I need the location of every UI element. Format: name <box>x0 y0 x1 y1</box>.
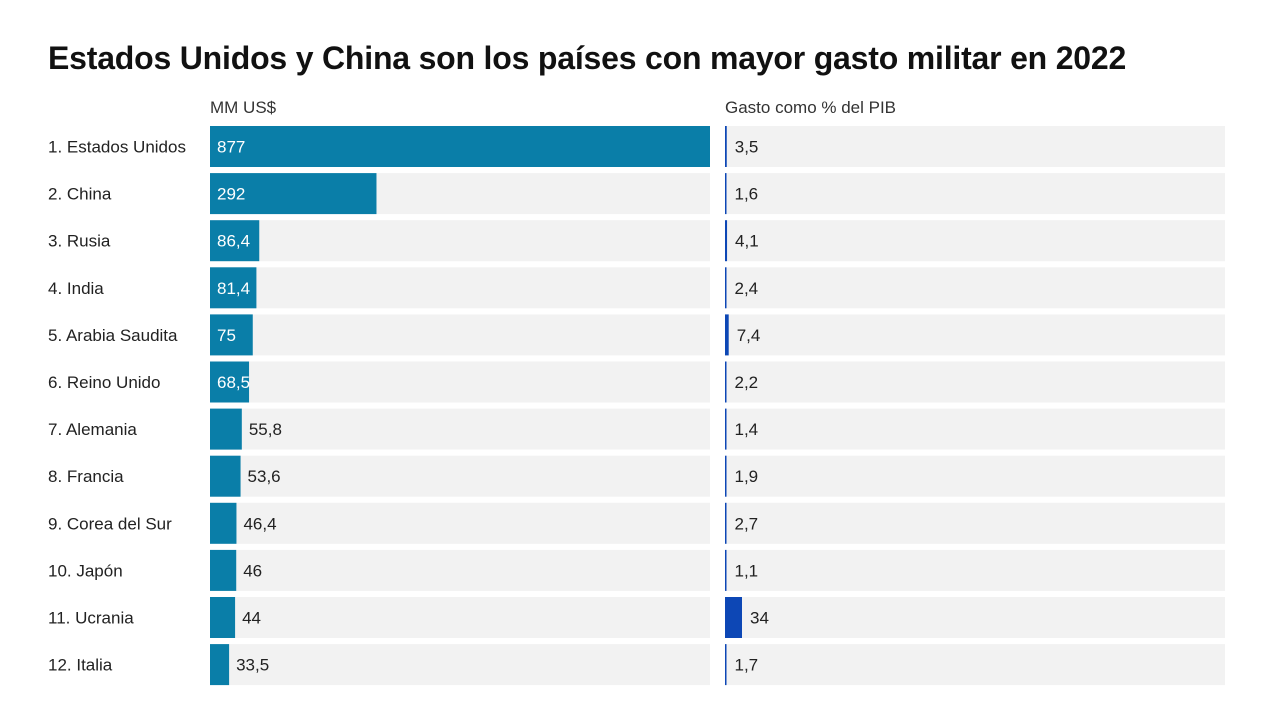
category-label: 10. Japón <box>48 561 123 580</box>
gdp-track <box>725 455 1225 497</box>
spend-track <box>210 502 710 544</box>
spend-track <box>210 549 710 591</box>
spend-value-label: 53,6 <box>248 467 281 486</box>
spend-track <box>210 267 710 309</box>
gdp-value-label: 1,7 <box>735 656 759 675</box>
gdp-track <box>725 361 1225 403</box>
gdp-value-label: 2,2 <box>735 373 759 392</box>
category-label: 8. Francia <box>48 467 124 486</box>
spend-bar <box>210 173 377 215</box>
spend-track <box>210 597 710 638</box>
gdp-value-label: 34 <box>750 609 769 628</box>
spend-track <box>210 220 710 262</box>
spend-bar <box>210 408 242 450</box>
gdp-track <box>725 549 1225 591</box>
gdp-track <box>725 408 1225 450</box>
gdp-bar <box>725 220 728 262</box>
gdp-track <box>725 597 1225 638</box>
spend-value-label: 86,4 <box>217 232 250 251</box>
spend-value-label: 46 <box>243 561 262 580</box>
gdp-track <box>725 173 1225 215</box>
gdp-bar <box>725 173 727 215</box>
category-label: 2. China <box>48 185 112 204</box>
spend-column-header: MM US$ <box>210 98 277 117</box>
spend-value-label: 81,4 <box>217 279 250 298</box>
gdp-track <box>725 126 1225 167</box>
gdp-value-label: 2,7 <box>735 514 759 533</box>
spend-track <box>210 314 710 356</box>
spend-bar <box>210 267 257 309</box>
gdp-value-label: 7,4 <box>737 326 761 345</box>
gdp-bar <box>725 549 727 591</box>
gdp-track <box>725 220 1225 262</box>
gdp-value-label: 1,1 <box>735 561 759 580</box>
spend-bar <box>210 220 260 262</box>
gdp-bar <box>725 502 727 544</box>
spend-value-label: 44 <box>242 609 261 628</box>
spend-bar <box>210 314 253 356</box>
spend-value-label: 46,4 <box>243 514 276 533</box>
gdp-value-label: 1,9 <box>735 467 759 486</box>
spend-bar <box>210 597 236 638</box>
gdp-value-label: 2,4 <box>735 279 759 298</box>
spend-track <box>210 455 710 497</box>
gdp-track <box>725 267 1225 309</box>
spend-track <box>210 644 710 686</box>
category-label: 12. Italia <box>48 656 113 675</box>
category-label: 6. Reino Unido <box>48 373 160 392</box>
gdp-bar <box>725 267 727 309</box>
gdp-column-header: Gasto como % del PIB <box>725 98 897 117</box>
spend-track <box>210 408 710 450</box>
gdp-bar <box>725 314 729 356</box>
gdp-bar <box>725 126 727 167</box>
gdp-value-label: 1,6 <box>735 185 759 204</box>
gdp-bar <box>725 597 742 638</box>
spend-bar <box>210 644 230 686</box>
category-label: 1. Estados Unidos <box>48 138 186 157</box>
spend-track <box>210 361 710 403</box>
category-label: 11. Ucrania <box>48 609 134 628</box>
gdp-bar <box>725 644 727 686</box>
gdp-track <box>725 502 1225 544</box>
category-label: 7. Alemania <box>48 420 137 439</box>
spend-bar <box>210 549 237 591</box>
gdp-bar <box>725 361 727 403</box>
category-label: 4. India <box>48 279 104 298</box>
spend-value-label: 33,5 <box>236 656 269 675</box>
gdp-value-label: 1,4 <box>735 420 759 439</box>
category-label: 5. Arabia Saudita <box>48 326 178 345</box>
spend-bar <box>210 502 237 544</box>
gdp-bar <box>725 408 727 450</box>
spend-value-label: 292 <box>217 185 245 204</box>
gdp-value-label: 4,1 <box>735 232 759 251</box>
gdp-track <box>725 644 1225 686</box>
category-label: 3. Rusia <box>48 232 111 251</box>
category-label: 9. Corea del Sur <box>48 514 172 533</box>
spend-value-label: 68,5 <box>217 373 250 392</box>
gdp-value-label: 3,5 <box>735 138 759 157</box>
spend-bar <box>210 455 241 497</box>
spend-bar <box>210 361 250 403</box>
spend-bar <box>210 126 710 167</box>
spend-value-label: 75 <box>217 326 236 345</box>
chart-title: Estados Unidos y China son los países co… <box>48 40 1127 76</box>
gdp-bar <box>725 455 727 497</box>
gdp-track <box>725 314 1225 356</box>
spend-value-label: 877 <box>217 138 245 157</box>
spend-value-label: 55,8 <box>249 420 282 439</box>
